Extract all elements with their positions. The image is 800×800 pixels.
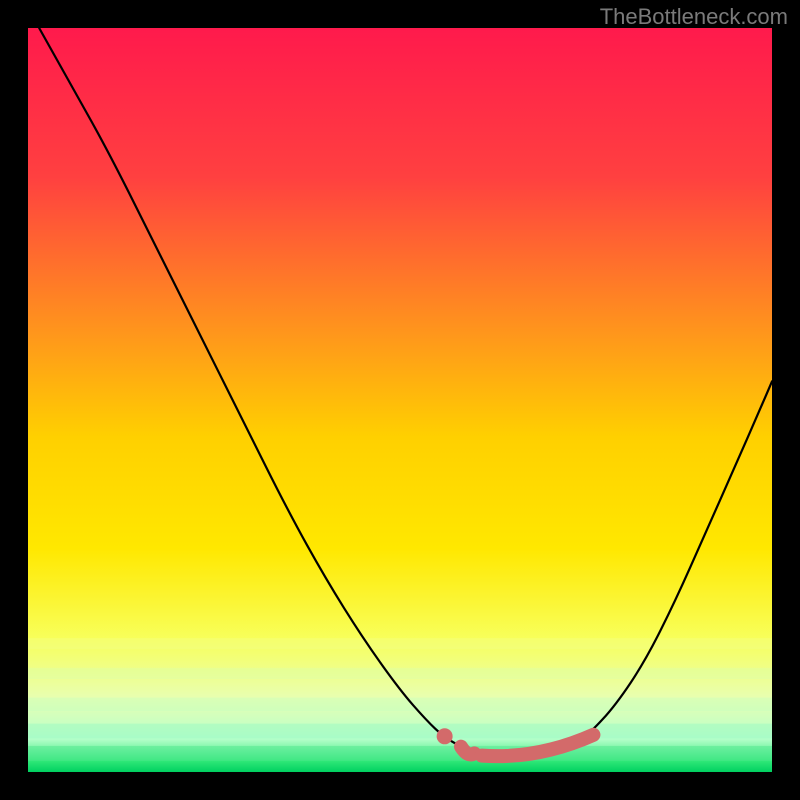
bottleneck-chart <box>0 0 800 800</box>
gradient-plot-area <box>28 28 772 772</box>
bottom-stripe <box>28 724 772 739</box>
bottom-stripe <box>28 698 772 711</box>
curve-highlight-dot <box>437 728 453 744</box>
bottom-stripe <box>28 668 772 679</box>
bottom-stripe <box>28 746 772 761</box>
curve-highlight-segment <box>461 747 474 755</box>
bottom-stripe <box>28 638 772 649</box>
chart-container: TheBottleneck.com <box>0 0 800 800</box>
